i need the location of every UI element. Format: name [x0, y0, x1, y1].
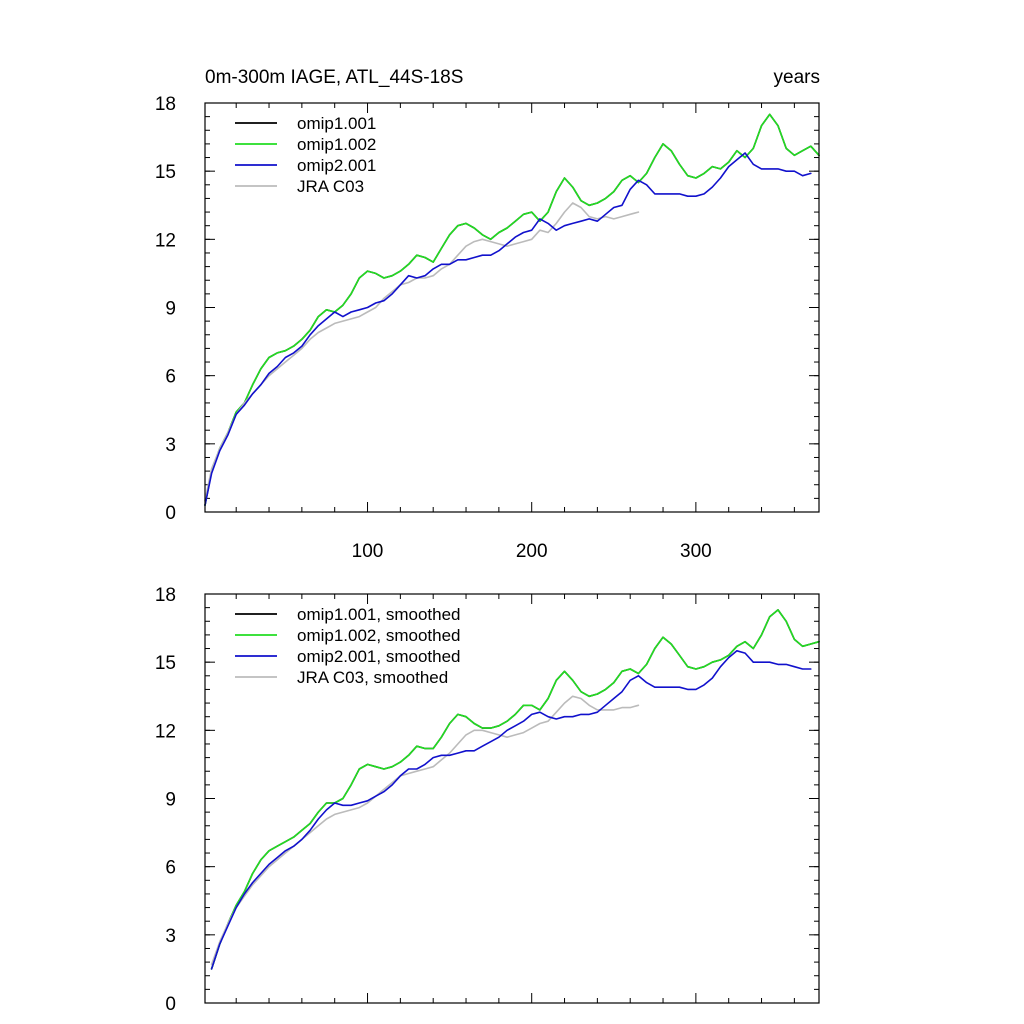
top-y-tick-label: 18 [155, 94, 176, 115]
top-x-tick-label: 100 [352, 541, 384, 562]
top-x-tick-label: 200 [516, 541, 548, 562]
top-legend-label-2: omip2.001 [297, 156, 376, 175]
bottom-y-tick-label: 0 [165, 994, 176, 1015]
chart-title: 0m-300m IAGE, ATL_44S-18S [205, 67, 463, 88]
bottom-legend-label-3: JRA C03, smoothed [297, 668, 448, 687]
top-series-line-1 [204, 113, 820, 507]
top-legend-label-0: omip1.001 [297, 114, 376, 133]
bottom-legend-label-1: omip1.002, smoothed [297, 626, 461, 645]
bottom-series-group [210, 609, 820, 970]
top-series-line-3 [204, 202, 640, 502]
bottom-panel: 0 3 6 9 12 15 18 omip1.001, smoothed omip1.002,… [155, 585, 820, 1015]
bottom-y-tick-label: 18 [155, 585, 176, 606]
bottom-y-tick-label: 3 [165, 926, 176, 947]
bottom-y-tick-label: 6 [165, 858, 176, 879]
top-series-line-2 [204, 152, 812, 507]
top-legend-label-1: omip1.002 [297, 135, 376, 154]
top-y-tick-label: 3 [165, 435, 176, 456]
top-panel: 0m-300m IAGE, ATL_44S-18S years 0 3 6 9 12 15… [155, 67, 820, 562]
top-legend-label-3: JRA C03 [297, 177, 364, 196]
bottom-legend-label-2: omip2.001, smoothed [297, 647, 461, 666]
top-legend: omip1.001 omip1.002 omip2.001 JRA C03 [235, 114, 376, 196]
bottom-y-tick-label: 15 [155, 653, 176, 674]
top-axis-ticks: 0 3 6 9 12 15 18 100 200 300 [155, 94, 819, 562]
bottom-series-line-1 [210, 609, 820, 970]
top-plot-frame [204, 102, 820, 513]
top-x-tick-label: 300 [680, 541, 712, 562]
top-y-tick-label: 6 [165, 367, 176, 388]
bottom-legend-label-0: omip1.001, smoothed [297, 605, 461, 624]
bottom-legend: omip1.001, smoothed omip1.002, smoothed om… [235, 605, 461, 687]
bottom-plot-frame [204, 593, 820, 1004]
units-label: years [774, 67, 820, 88]
top-y-tick-label: 0 [165, 503, 176, 524]
bottom-axis-ticks: 0 3 6 9 12 15 18 [155, 585, 819, 1015]
top-y-tick-label: 12 [155, 230, 176, 251]
top-y-tick-label: 15 [155, 162, 176, 183]
top-y-tick-label: 9 [165, 299, 176, 320]
bottom-y-tick-label: 9 [165, 790, 176, 811]
bottom-y-tick-label: 12 [155, 721, 176, 742]
bottom-series-line-3 [210, 695, 640, 966]
top-series-group [204, 113, 820, 507]
bottom-series-line-2 [210, 649, 812, 970]
